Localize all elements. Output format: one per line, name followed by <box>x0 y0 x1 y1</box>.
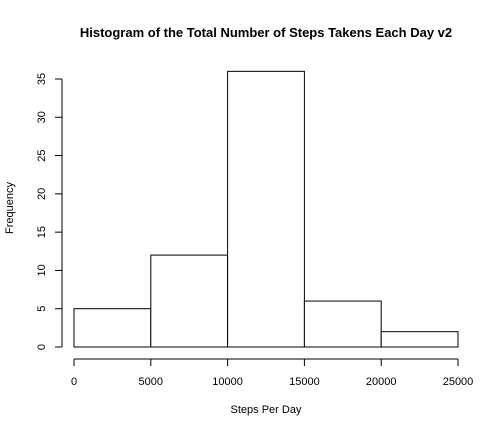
x-tick-label-4: 20000 <box>366 376 397 388</box>
y-tick-label-5: 25 <box>36 149 48 161</box>
x-tick-label-3: 15000 <box>289 376 320 388</box>
y-tick-label-2: 10 <box>36 264 48 276</box>
histogram-bar-2 <box>227 70 305 348</box>
x-axis-label: Steps Per Day <box>231 404 302 416</box>
y-axis: 0 5 10 15 20 25 30 35 <box>36 73 63 350</box>
histogram-bar-3 <box>303 300 382 348</box>
x-tick-label-0: 0 <box>71 376 77 388</box>
y-tick-label-3: 15 <box>36 226 48 238</box>
y-tick-label-6: 30 <box>36 111 48 123</box>
chart-title: Histogram of the Total Number of Steps T… <box>80 25 452 40</box>
x-tick-label-2: 10000 <box>212 376 243 388</box>
y-tick-label-1: 5 <box>36 306 48 312</box>
histogram-bar-4 <box>380 331 459 348</box>
y-tick-label-0: 0 <box>36 344 48 350</box>
y-tick-label-7: 35 <box>36 73 48 85</box>
x-tick-label-5: 25000 <box>443 376 474 388</box>
x-tick-label-1: 5000 <box>139 376 163 388</box>
histogram-bar-1 <box>150 254 229 348</box>
y-axis-label: Frequency <box>4 182 16 234</box>
bars-group <box>73 70 459 348</box>
y-tick-label-4: 20 <box>36 188 48 200</box>
histogram-bar-0 <box>73 308 152 348</box>
x-axis: 0 5000 10000 15000 20000 25000 <box>71 358 474 388</box>
